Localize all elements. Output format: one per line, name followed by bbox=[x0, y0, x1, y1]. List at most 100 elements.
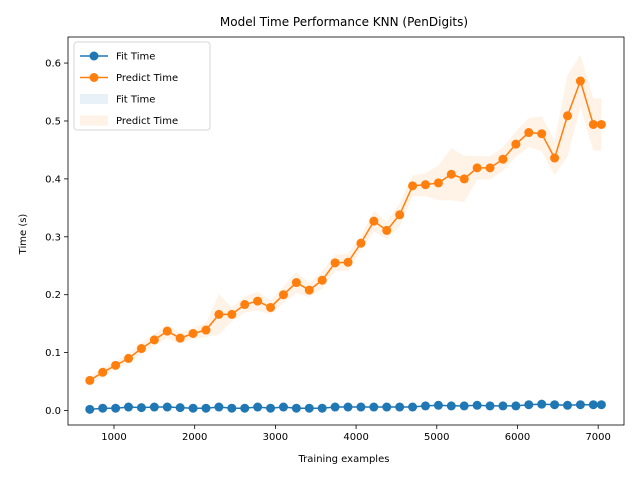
predict-time-point bbox=[266, 302, 276, 312]
fit-time-point bbox=[408, 402, 418, 412]
fit-time-point bbox=[317, 403, 327, 413]
fit-time-point bbox=[472, 400, 482, 410]
fit-time-point bbox=[240, 403, 250, 413]
fit-time-point bbox=[524, 400, 534, 410]
fit-time-point bbox=[588, 400, 598, 410]
y-tick-label: 0.1 bbox=[45, 348, 61, 359]
y-axis-label: Time (s) bbox=[18, 214, 29, 256]
predict-time-point bbox=[550, 153, 560, 163]
predict-time-point bbox=[136, 344, 146, 354]
predict-time-point bbox=[446, 169, 456, 179]
predict-time-point bbox=[201, 325, 211, 335]
predict-time-point bbox=[85, 375, 95, 385]
fit-time-point bbox=[162, 402, 172, 412]
fit-time-point bbox=[433, 400, 443, 410]
predict-time-point bbox=[395, 210, 405, 220]
fit-time-point bbox=[136, 403, 146, 413]
predict-time-point bbox=[408, 181, 418, 191]
fit-time-point bbox=[278, 402, 288, 412]
x-tick-label: 2000 bbox=[182, 432, 207, 443]
predict-time-point bbox=[563, 111, 573, 121]
predict-time-point bbox=[472, 163, 482, 173]
x-tick-label: 1000 bbox=[101, 432, 126, 443]
fit-time-point bbox=[459, 401, 469, 411]
predict-time-point bbox=[343, 257, 353, 267]
y-tick-label: 0.0 bbox=[45, 406, 61, 417]
y-tick-label: 0.5 bbox=[45, 116, 61, 127]
x-axis-ticks: 1000 2000 3000 4000 5000 6000 7000 bbox=[101, 425, 611, 443]
fit-time-point bbox=[550, 400, 560, 410]
y-axis-ticks: 0.0 0.1 0.2 0.3 0.4 0.5 0.6 bbox=[45, 59, 68, 417]
fit-time-point bbox=[485, 401, 495, 411]
fit-time-point bbox=[291, 403, 301, 413]
predict-time-point bbox=[304, 285, 314, 295]
y-tick-label: 0.6 bbox=[45, 59, 61, 70]
y-tick-label: 0.3 bbox=[45, 232, 61, 243]
y-tick-label: 0.4 bbox=[45, 174, 61, 185]
predict-time-point bbox=[227, 309, 237, 319]
fit-time-point bbox=[537, 399, 547, 409]
fit-time-point bbox=[214, 402, 224, 412]
fit-time-point bbox=[330, 402, 340, 412]
fit-time-point bbox=[596, 400, 606, 410]
legend-predict-time-label: Predict Time bbox=[116, 73, 178, 84]
predict-time-band bbox=[89, 54, 602, 384]
fit-time-point bbox=[369, 402, 379, 412]
predict-time-point bbox=[253, 296, 263, 306]
predict-time-point bbox=[459, 174, 469, 184]
plot-frame bbox=[67, 36, 625, 426]
predict-time-point bbox=[575, 76, 585, 86]
predict-time-point bbox=[278, 290, 288, 300]
predict-time-point bbox=[188, 329, 198, 339]
predict-time-point bbox=[498, 154, 508, 164]
predict-time-point bbox=[162, 326, 172, 336]
legend-fit-time-label: Fit Time bbox=[116, 52, 155, 63]
predict-time-point bbox=[511, 139, 521, 149]
series-points bbox=[85, 76, 606, 414]
fit-time-point bbox=[98, 403, 108, 413]
fit-time-point bbox=[382, 402, 392, 412]
fit-time-point bbox=[304, 403, 314, 413]
legend-predict-time-marker bbox=[89, 73, 99, 82]
legend-box bbox=[73, 41, 211, 131]
predict-time-point bbox=[356, 238, 366, 248]
x-axis-label: Training examples bbox=[298, 454, 390, 465]
predict-time-point bbox=[537, 129, 547, 139]
predict-time-point bbox=[124, 353, 134, 363]
x-tick-label: 5000 bbox=[424, 432, 449, 443]
legend-predict-time-band bbox=[80, 115, 108, 126]
predict-time-point bbox=[485, 163, 495, 173]
fit-time-point bbox=[575, 400, 585, 410]
x-tick-label: 4000 bbox=[343, 432, 368, 443]
fit-time-point bbox=[498, 401, 508, 411]
fit-time-point bbox=[356, 402, 366, 412]
predict-time-point bbox=[420, 180, 430, 190]
legend-fit-time-label: Fit Time bbox=[116, 95, 155, 106]
predict-time-point bbox=[369, 216, 379, 226]
fit-time-point bbox=[124, 402, 134, 412]
predict-time-point bbox=[524, 128, 534, 138]
fit-time-point bbox=[175, 403, 185, 413]
legend: Fit Time Predict Time Fit Time Predict Time bbox=[73, 41, 211, 131]
fit-time-point bbox=[85, 404, 95, 414]
predict-time-point bbox=[596, 119, 606, 129]
predict-time-point bbox=[317, 275, 327, 285]
fit-time-point bbox=[343, 402, 353, 412]
predict-time-point bbox=[214, 309, 224, 319]
legend-fit-time-marker bbox=[89, 51, 99, 61]
chart-title: Model Time Performance KNN (PenDigits) bbox=[220, 15, 468, 29]
predict-time-point bbox=[111, 360, 121, 370]
predict-time-point bbox=[149, 335, 159, 345]
y-tick-label: 0.2 bbox=[45, 290, 61, 301]
fit-time-point bbox=[111, 403, 121, 413]
predict-time-point bbox=[588, 119, 598, 129]
fit-time-point bbox=[253, 402, 263, 412]
fit-time-point bbox=[511, 401, 521, 411]
fit-time-point bbox=[420, 401, 430, 411]
predict-time-point bbox=[330, 258, 340, 268]
predict-time-point bbox=[382, 225, 392, 235]
fit-time-point bbox=[201, 403, 211, 413]
fit-time-point bbox=[188, 403, 198, 413]
x-tick-label: 3000 bbox=[263, 432, 288, 443]
